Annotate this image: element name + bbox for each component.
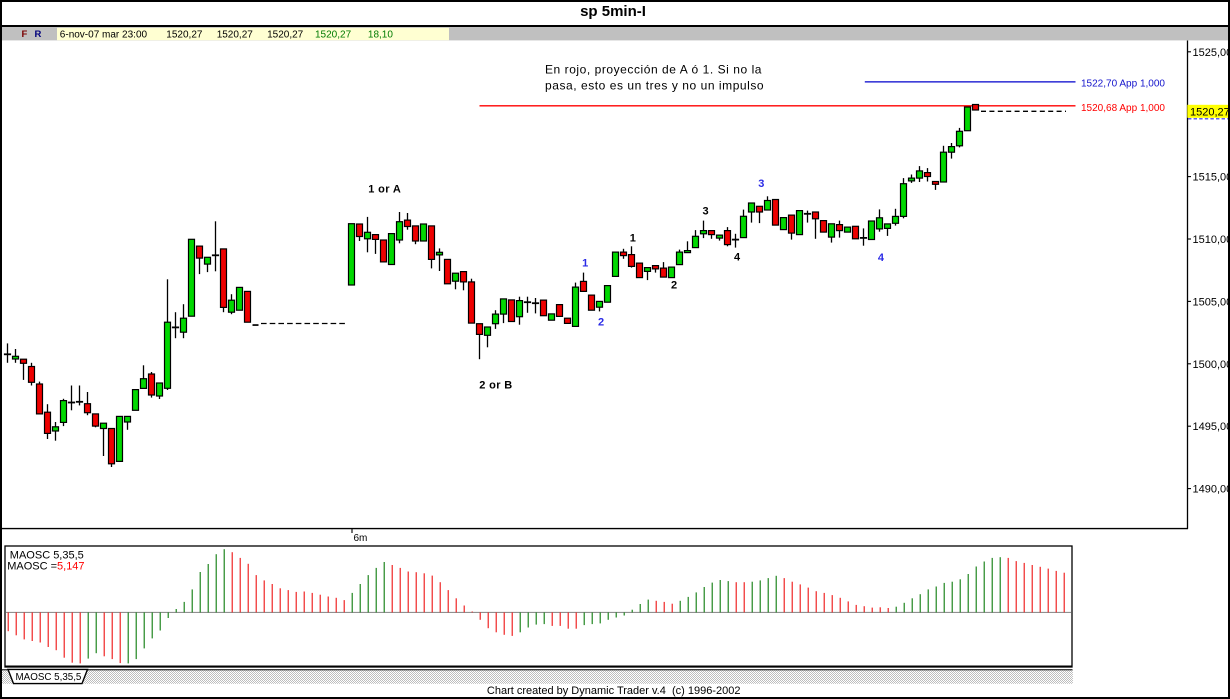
svg-text:4: 4: [734, 251, 741, 263]
svg-text:1 or A: 1 or A: [368, 184, 401, 196]
svg-text:1505,00: 1505,00: [1193, 296, 1230, 308]
svg-text:3: 3: [758, 178, 764, 190]
svg-text:6-nov-07 mar 23:00: 6-nov-07 mar 23:00: [60, 30, 148, 41]
svg-text:Chart created by Dynamic Trade: Chart created by Dynamic Trader v.4 (c) …: [487, 685, 741, 697]
svg-text:1520,27: 1520,27: [217, 30, 254, 41]
svg-text:1510,00: 1510,00: [1193, 234, 1230, 246]
svg-text:2: 2: [598, 316, 604, 328]
svg-text:MAOSC =5,147: MAOSC =5,147: [7, 560, 84, 572]
svg-text:1520,27: 1520,27: [1190, 106, 1230, 118]
svg-text:1520,27: 1520,27: [267, 30, 304, 41]
svg-text:MAOSC 5,35,5: MAOSC 5,35,5: [16, 672, 82, 683]
svg-text:sp 5min-I: sp 5min-I: [580, 3, 646, 20]
svg-text:R: R: [35, 29, 42, 40]
svg-text:1495,00: 1495,00: [1193, 421, 1230, 433]
svg-text:1515,00: 1515,00: [1193, 172, 1230, 184]
svg-text:1500,00: 1500,00: [1193, 359, 1230, 371]
svg-text:1520,68 App 1,000: 1520,68 App 1,000: [1081, 103, 1165, 114]
svg-text:2 or B: 2 or B: [479, 380, 512, 392]
svg-text:2: 2: [671, 280, 677, 292]
svg-text:pasa, esto es un tres y no un: pasa, esto es un tres y no un impulso: [545, 79, 764, 93]
svg-text:F: F: [22, 29, 28, 40]
svg-text:1525,00: 1525,00: [1193, 47, 1230, 59]
svg-text:1520,27: 1520,27: [166, 30, 203, 41]
svg-text:4: 4: [878, 252, 885, 264]
svg-text:3: 3: [702, 206, 708, 218]
svg-text:1: 1: [630, 233, 636, 245]
svg-text:MAOSC 5,35,5: MAOSC 5,35,5: [10, 549, 84, 561]
svg-text:1520,27: 1520,27: [315, 30, 352, 41]
svg-text:En rojo, proyección de A ó 1.: En rojo, proyección de A ó 1. Si no la: [545, 63, 762, 77]
svg-text:18,10: 18,10: [368, 30, 393, 41]
svg-text:1490,00: 1490,00: [1193, 484, 1230, 496]
svg-text:1522,70 App 1,000: 1522,70 App 1,000: [1081, 78, 1165, 89]
svg-text:1: 1: [582, 258, 588, 270]
svg-text:6m: 6m: [354, 533, 368, 544]
